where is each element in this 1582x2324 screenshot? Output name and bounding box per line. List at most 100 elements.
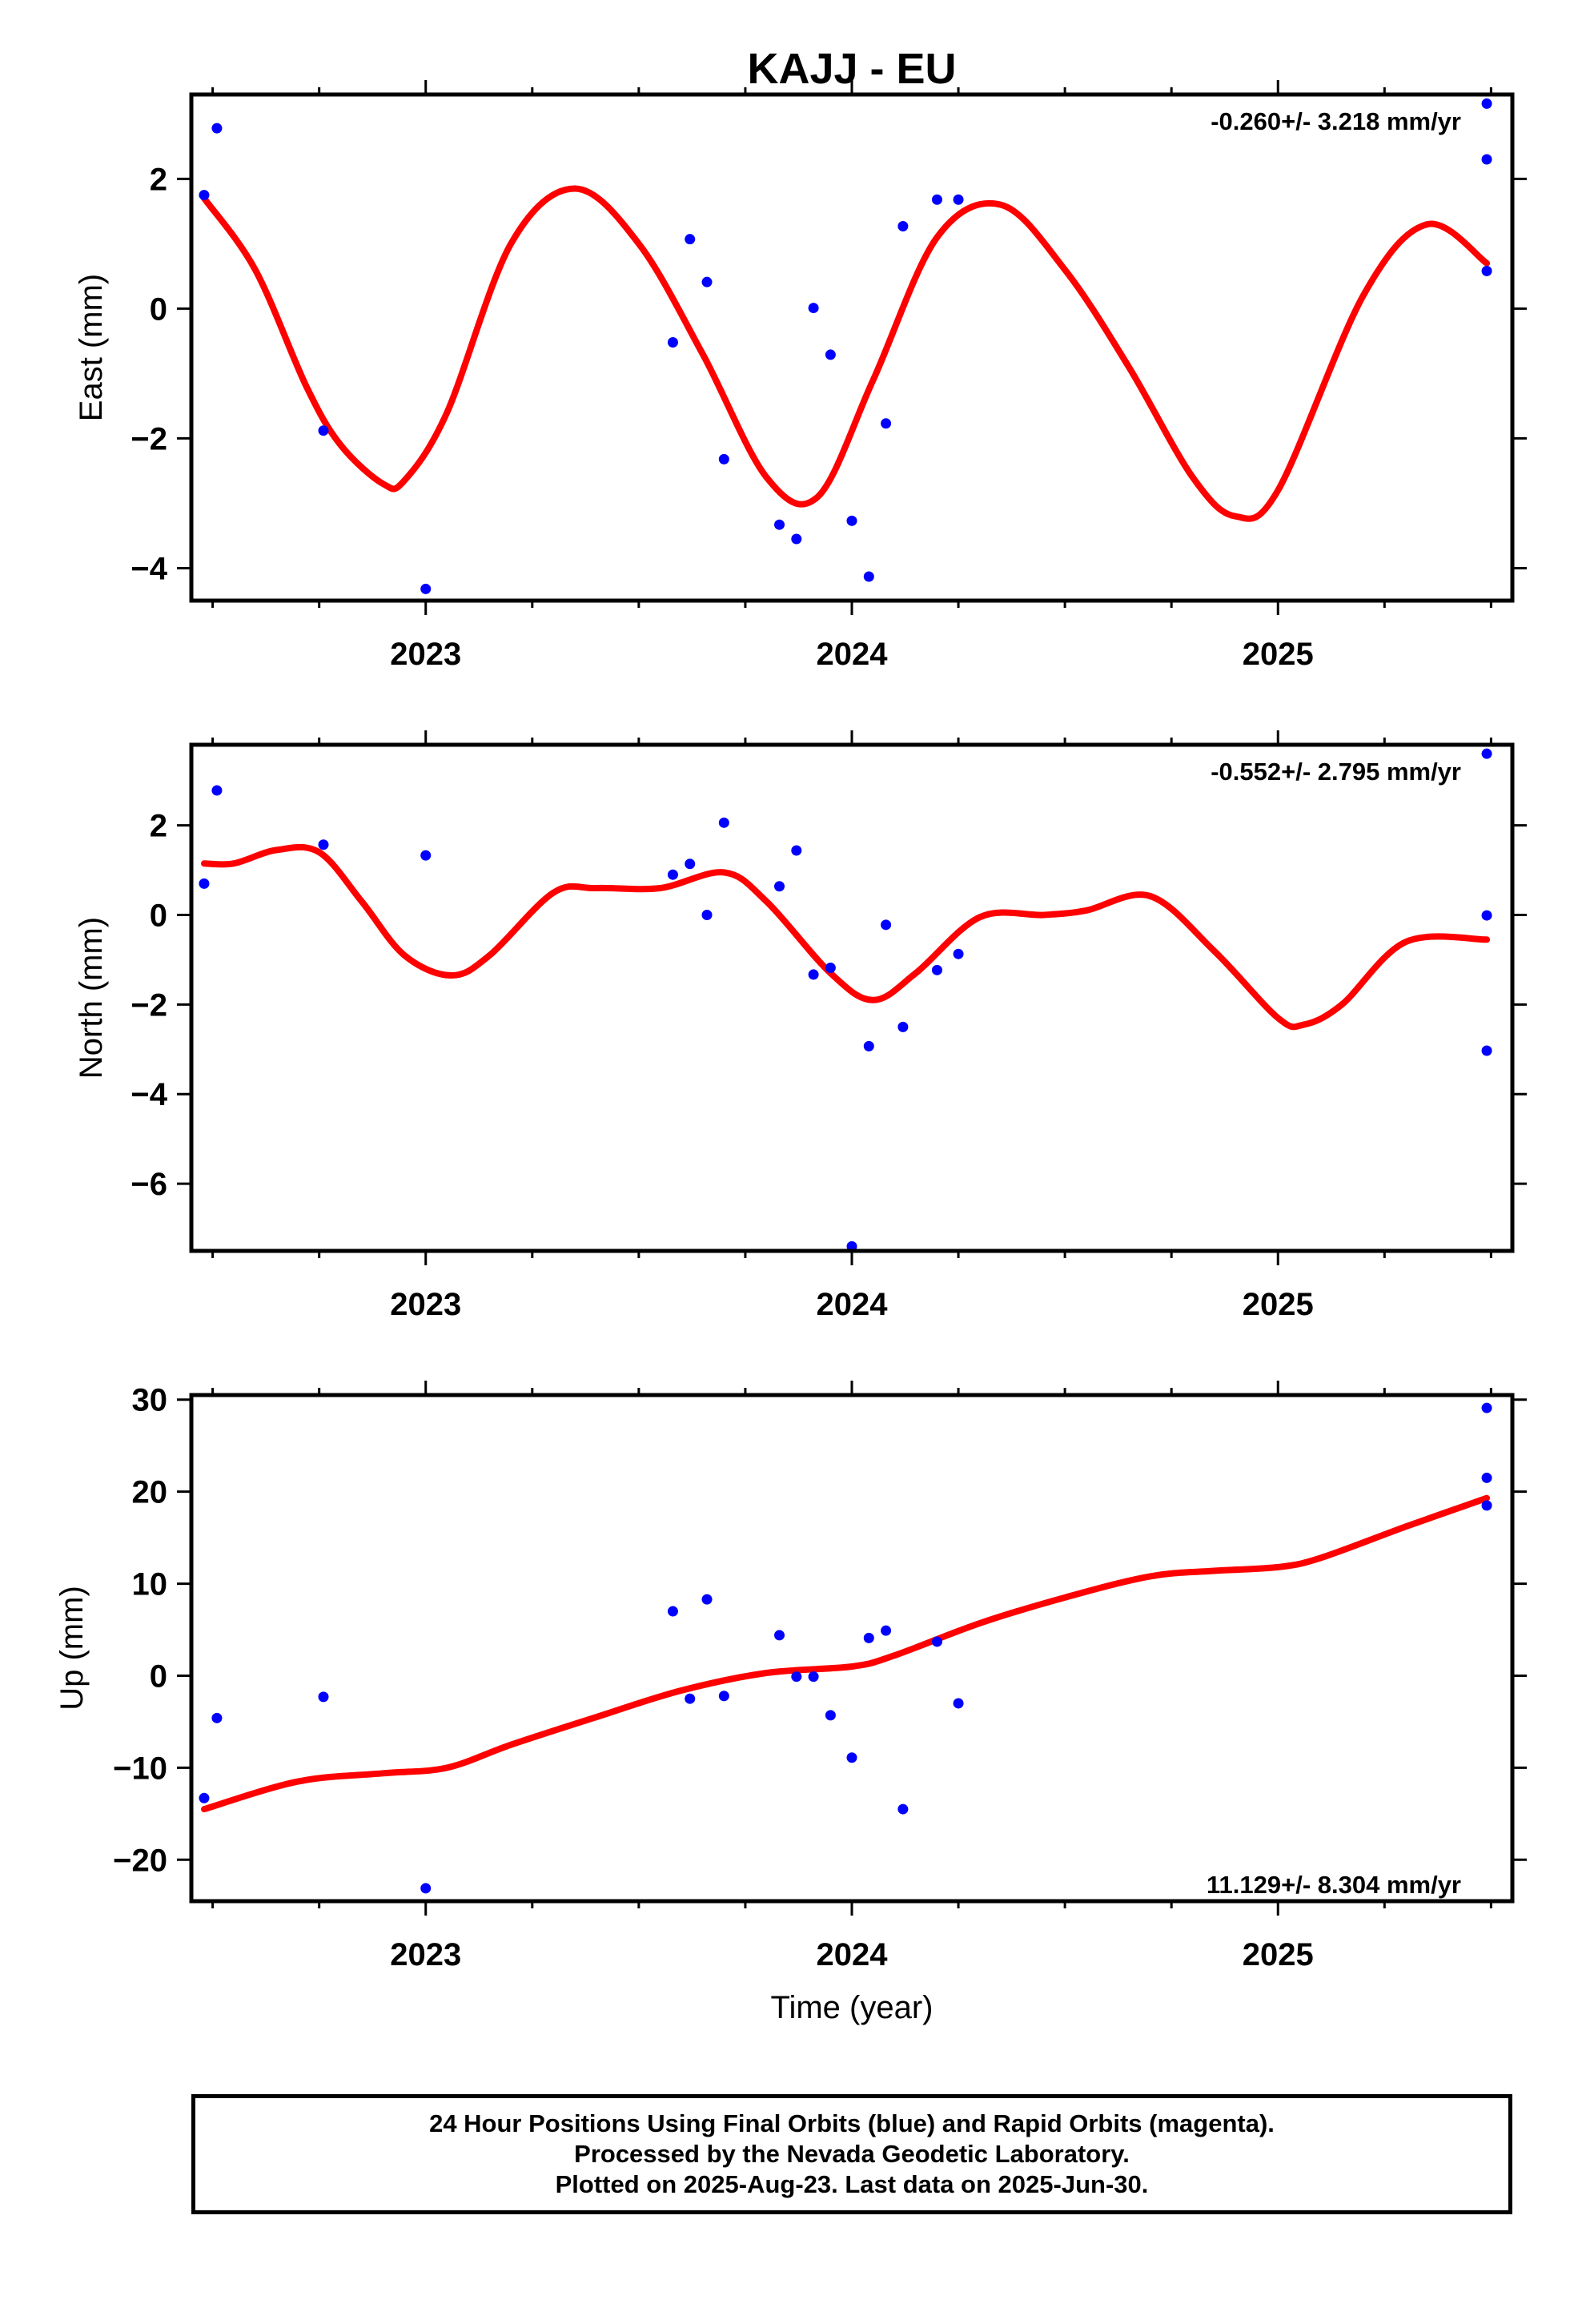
data-point bbox=[791, 1671, 802, 1683]
y-tick-label: −6 bbox=[130, 1167, 167, 1202]
y-tick-label: −20 bbox=[113, 1843, 167, 1878]
data-point bbox=[825, 1710, 836, 1721]
chart-panel-2: 2023 2024 2025 −6 −4 −2 0 2 North (mm) -0.552+/- … bbox=[74, 730, 1527, 1322]
data-point bbox=[1481, 265, 1492, 276]
data-point bbox=[953, 194, 964, 205]
velocity-annotation: -0.552+/- 2.795 mm/yr bbox=[1211, 758, 1461, 786]
x-tick-label: 2025 bbox=[1243, 1287, 1314, 1322]
data-point bbox=[199, 1792, 210, 1803]
data-point bbox=[718, 453, 729, 464]
data-point bbox=[318, 839, 329, 850]
data-point bbox=[774, 519, 785, 530]
fit-line bbox=[201, 1494, 1491, 1813]
data-point bbox=[667, 1606, 678, 1617]
footer-line-3: Plotted on 2025-Aug-23. Last data on 202… bbox=[555, 2170, 1149, 2198]
data-point bbox=[420, 1883, 432, 1894]
plot-area bbox=[199, 98, 1492, 594]
chart-panel-3: 2023 2024 2025 −20 −10 0 10 20 30 Up (mm) Time (ye… bbox=[54, 1381, 1527, 2025]
data-point bbox=[420, 583, 432, 594]
x-tick-label: 2023 bbox=[390, 1937, 461, 1972]
data-point bbox=[1481, 748, 1492, 759]
x-tick-label: 2025 bbox=[1243, 1937, 1314, 1972]
data-point bbox=[953, 1698, 964, 1709]
data-point bbox=[953, 948, 964, 959]
data-point bbox=[1481, 1045, 1492, 1056]
x-tick-label: 2023 bbox=[390, 1287, 461, 1322]
data-point bbox=[881, 1625, 892, 1636]
data-point bbox=[881, 919, 892, 931]
data-point bbox=[897, 220, 909, 231]
data-point bbox=[931, 1636, 942, 1647]
data-point bbox=[211, 785, 223, 796]
data-point bbox=[825, 963, 836, 974]
data-point bbox=[685, 234, 696, 245]
data-point bbox=[808, 1671, 819, 1683]
data-point bbox=[791, 845, 802, 856]
y-tick-label: −4 bbox=[130, 1077, 167, 1112]
velocity-annotation: -0.260+/- 3.218 mm/yr bbox=[1211, 107, 1461, 135]
y-tick-label: −10 bbox=[113, 1751, 167, 1786]
x-tick-label: 2023 bbox=[390, 637, 461, 672]
panel-frame bbox=[189, 742, 1515, 1253]
data-point bbox=[701, 1594, 713, 1605]
data-point bbox=[808, 303, 819, 314]
plot-area bbox=[199, 1402, 1492, 1894]
data-point bbox=[774, 881, 785, 892]
y-axis-label: North (mm) bbox=[74, 917, 109, 1079]
data-point bbox=[1481, 910, 1492, 921]
y-tick-label: −2 bbox=[130, 987, 167, 1023]
y-axis-label: Up (mm) bbox=[54, 1586, 90, 1711]
y-tick-label: 10 bbox=[132, 1567, 168, 1602]
data-point bbox=[718, 817, 729, 828]
data-point bbox=[667, 869, 678, 880]
y-tick-label: 0 bbox=[150, 899, 167, 934]
footer-line-1: 24 Hour Positions Using Final Orbits (bl… bbox=[429, 2109, 1275, 2137]
data-point bbox=[199, 190, 210, 201]
data-point bbox=[667, 337, 678, 348]
y-axis-label: East (mm) bbox=[74, 274, 109, 421]
data-point bbox=[931, 194, 942, 205]
data-point bbox=[846, 1752, 857, 1763]
data-point bbox=[897, 1803, 909, 1815]
x-tick-label: 2024 bbox=[817, 637, 889, 672]
y-tick-label: 2 bbox=[150, 809, 167, 844]
footer-line-2: Processed by the Nevada Geodetic Laborat… bbox=[574, 2140, 1130, 2168]
fit-line bbox=[201, 185, 1491, 522]
data-point bbox=[318, 1691, 329, 1703]
y-tick-label: −4 bbox=[130, 551, 167, 586]
data-point bbox=[701, 276, 713, 287]
data-point bbox=[791, 533, 802, 545]
data-point bbox=[718, 1691, 729, 1702]
data-point bbox=[1481, 1402, 1492, 1413]
x-axis-label: Time (year) bbox=[771, 1990, 934, 2025]
data-point bbox=[211, 1712, 223, 1723]
y-tick-label: 0 bbox=[150, 1659, 167, 1694]
data-point bbox=[897, 1021, 909, 1032]
velocity-annotation: 11.129+/- 8.304 mm/yr bbox=[1207, 1871, 1461, 1899]
x-tick-label: 2025 bbox=[1243, 637, 1314, 672]
plot-area bbox=[199, 748, 1492, 1251]
data-point bbox=[808, 969, 819, 980]
data-point bbox=[1481, 1500, 1492, 1511]
data-point bbox=[863, 571, 874, 582]
data-point bbox=[931, 964, 942, 975]
data-point bbox=[1481, 98, 1492, 109]
y-tick-label: 30 bbox=[132, 1383, 168, 1418]
data-point bbox=[1481, 1472, 1492, 1483]
data-point bbox=[211, 123, 223, 134]
data-point bbox=[420, 850, 432, 861]
panel-frame bbox=[189, 1393, 1515, 1904]
y-tick-label: −2 bbox=[130, 421, 167, 456]
footer-info-box: 24 Hour Positions Using Final Orbits (bl… bbox=[191, 2094, 1512, 2214]
x-tick-label: 2024 bbox=[817, 1937, 889, 1972]
data-point bbox=[318, 425, 329, 436]
data-point bbox=[685, 858, 696, 870]
data-point bbox=[863, 1040, 874, 1051]
data-point bbox=[881, 418, 892, 429]
y-tick-label: 2 bbox=[150, 162, 167, 197]
y-tick-label: 20 bbox=[132, 1475, 168, 1510]
data-point bbox=[685, 1693, 696, 1704]
data-point bbox=[774, 1630, 785, 1641]
